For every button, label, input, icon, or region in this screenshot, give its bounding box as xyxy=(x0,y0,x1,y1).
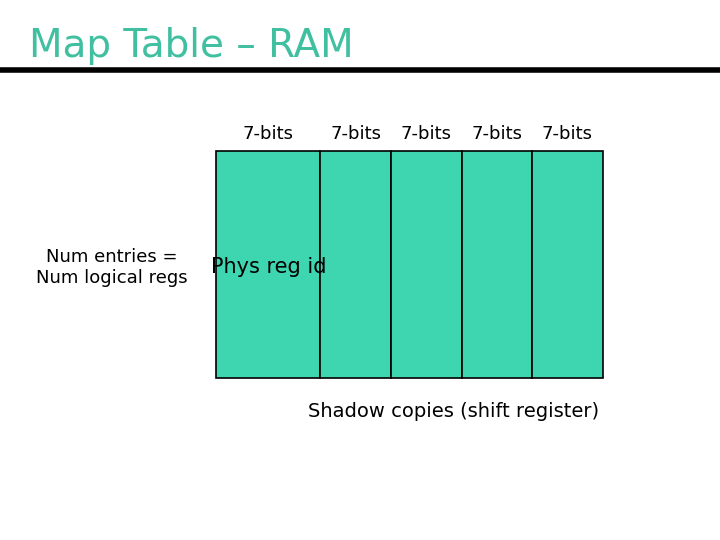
Text: 7-bits: 7-bits xyxy=(472,125,522,143)
Text: 7-bits: 7-bits xyxy=(401,125,451,143)
Text: Phys reg id: Phys reg id xyxy=(211,257,326,278)
Bar xyxy=(532,151,603,378)
Text: Num entries =
Num logical regs: Num entries = Num logical regs xyxy=(36,248,187,287)
Text: 7-bits: 7-bits xyxy=(330,125,381,143)
Bar xyxy=(320,151,391,378)
Bar xyxy=(391,151,462,378)
Text: Map Table – RAM: Map Table – RAM xyxy=(29,27,354,65)
Text: 7-bits: 7-bits xyxy=(542,125,593,143)
Bar xyxy=(216,151,320,378)
Text: 7-bits: 7-bits xyxy=(243,125,294,143)
Bar xyxy=(462,151,532,378)
Text: Shadow copies (shift register): Shadow copies (shift register) xyxy=(308,402,599,421)
